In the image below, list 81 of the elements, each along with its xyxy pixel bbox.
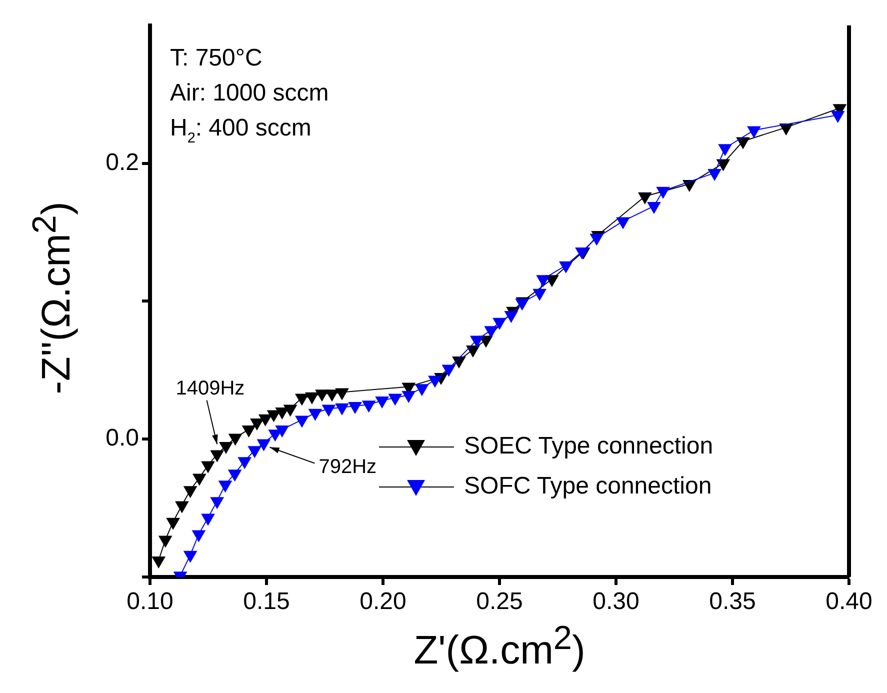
annotation: T: 750°C bbox=[170, 44, 262, 72]
point bbox=[315, 390, 329, 402]
point bbox=[152, 556, 166, 568]
point bbox=[831, 111, 844, 123]
point bbox=[716, 159, 730, 171]
point bbox=[736, 137, 750, 149]
point bbox=[536, 275, 550, 287]
point bbox=[238, 457, 252, 469]
point bbox=[267, 410, 280, 422]
point bbox=[616, 217, 630, 229]
point bbox=[184, 550, 197, 562]
point bbox=[504, 310, 518, 322]
x-tick-label: 0.20 bbox=[360, 588, 406, 616]
legend-label: SOEC Type connection bbox=[464, 432, 714, 460]
point bbox=[308, 408, 322, 420]
point bbox=[201, 514, 215, 526]
point bbox=[590, 234, 604, 246]
point bbox=[295, 394, 308, 406]
point bbox=[718, 144, 732, 156]
point bbox=[492, 318, 506, 330]
point bbox=[276, 408, 289, 420]
point bbox=[219, 442, 233, 454]
point bbox=[708, 168, 722, 180]
point bbox=[428, 376, 442, 388]
point bbox=[158, 536, 172, 548]
point bbox=[402, 390, 416, 402]
x-tick-label: 0.25 bbox=[476, 588, 523, 616]
point bbox=[295, 416, 308, 428]
point bbox=[325, 390, 339, 402]
point bbox=[335, 388, 349, 400]
x-tick-label: 0.35 bbox=[709, 588, 756, 616]
annotation: Air: 1000 sccm bbox=[170, 79, 329, 106]
point bbox=[258, 414, 272, 426]
point bbox=[376, 396, 389, 408]
point bbox=[257, 439, 270, 451]
point bbox=[276, 425, 289, 437]
annotation: 792Hz bbox=[318, 456, 377, 478]
point bbox=[218, 480, 232, 492]
point bbox=[228, 434, 242, 446]
point bbox=[242, 425, 256, 437]
point bbox=[638, 192, 652, 204]
point bbox=[201, 461, 215, 473]
point bbox=[484, 326, 498, 338]
point bbox=[250, 418, 264, 430]
point bbox=[305, 392, 318, 404]
point bbox=[166, 518, 180, 530]
point bbox=[192, 474, 206, 486]
x-tick-label: 0.40 bbox=[826, 588, 872, 616]
annotation: 1409Hz bbox=[176, 377, 245, 400]
x-tick-label: 0.15 bbox=[243, 588, 290, 616]
point bbox=[268, 430, 282, 442]
point bbox=[184, 486, 197, 498]
x-tick-label: 0.30 bbox=[592, 588, 640, 616]
point bbox=[533, 288, 546, 300]
y-tick-label: 0.2 bbox=[106, 148, 139, 176]
point bbox=[335, 403, 349, 415]
point bbox=[442, 364, 456, 376]
point bbox=[192, 530, 206, 542]
point bbox=[545, 275, 558, 287]
x-tick-label: 0.10 bbox=[126, 588, 174, 616]
point bbox=[415, 384, 428, 396]
point bbox=[466, 345, 480, 357]
point bbox=[228, 470, 242, 482]
point bbox=[452, 356, 466, 368]
point bbox=[362, 400, 376, 412]
point bbox=[470, 336, 484, 348]
legend-label: SOFC Type connection bbox=[464, 472, 712, 500]
point bbox=[559, 261, 572, 273]
point bbox=[210, 497, 224, 509]
point bbox=[248, 446, 262, 458]
point bbox=[656, 186, 670, 198]
point bbox=[210, 450, 224, 462]
point bbox=[747, 126, 760, 138]
point bbox=[388, 394, 402, 406]
point bbox=[175, 501, 188, 513]
point bbox=[322, 404, 336, 416]
point bbox=[647, 202, 661, 214]
y-tick-label: 0.0 bbox=[106, 424, 139, 452]
point bbox=[284, 404, 297, 416]
point bbox=[348, 402, 362, 414]
x-axis-title: Z'(Ω.cm$^{2}$) bbox=[412, 620, 586, 674]
